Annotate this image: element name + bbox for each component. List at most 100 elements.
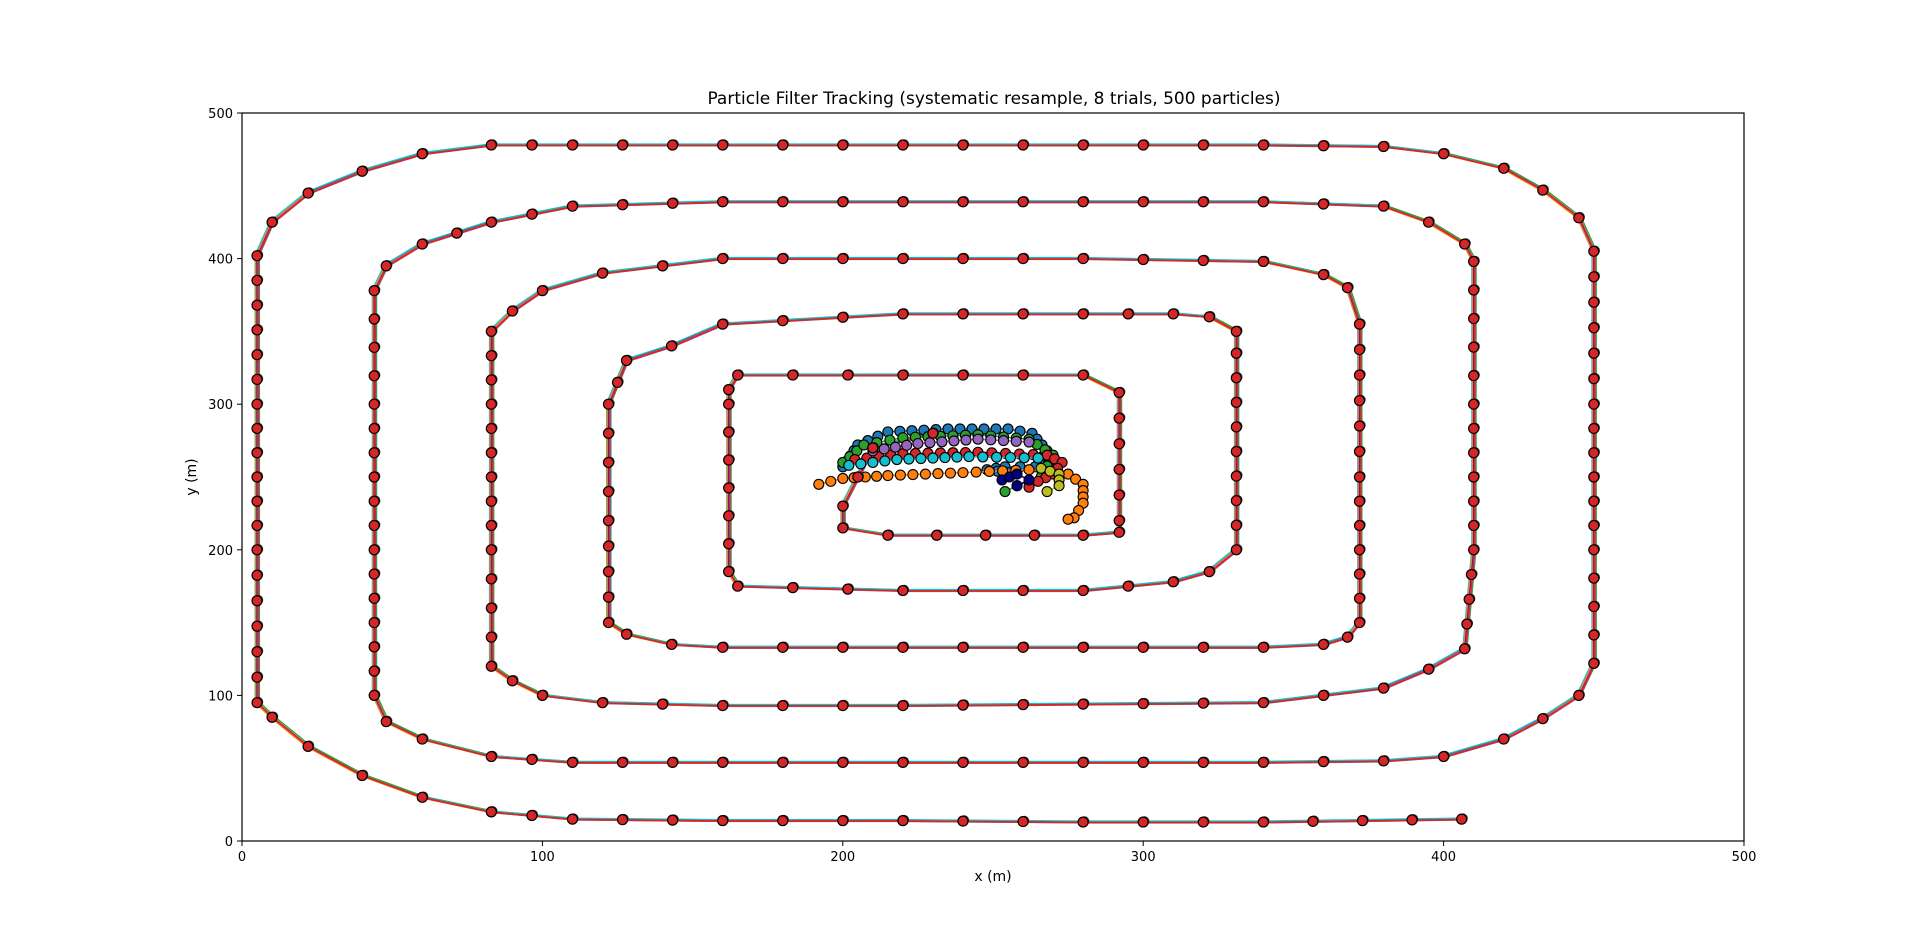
estimate-point bbox=[837, 139, 849, 151]
estimate-point bbox=[1468, 370, 1480, 382]
estimate-point bbox=[1463, 593, 1475, 605]
estimate-point bbox=[1353, 495, 1366, 507]
estimate-point bbox=[368, 398, 380, 410]
estimate-point bbox=[506, 675, 518, 687]
estimate-point bbox=[1257, 641, 1269, 653]
estimate-point bbox=[1459, 643, 1471, 655]
estimate-point bbox=[602, 591, 615, 603]
estimate-point bbox=[302, 187, 314, 199]
x-axis: 0 100 200 300 400 500 bbox=[238, 841, 1756, 865]
estimate-point bbox=[1197, 139, 1209, 151]
estimate-point bbox=[777, 253, 789, 265]
estimate-point bbox=[1017, 641, 1029, 653]
estimate-point bbox=[842, 369, 854, 381]
x-axis-label: x (m) bbox=[974, 869, 1011, 885]
estimate-point bbox=[1422, 216, 1435, 228]
estimate-point bbox=[602, 456, 615, 469]
estimate-point bbox=[1456, 813, 1468, 825]
estimate-point bbox=[1353, 344, 1366, 356]
estimate-point bbox=[1167, 576, 1179, 588]
estimate-point bbox=[957, 584, 969, 597]
estimate-point bbox=[1317, 638, 1330, 651]
estimate-point bbox=[368, 689, 380, 702]
estimate-point bbox=[1230, 421, 1242, 433]
estimate-point bbox=[666, 139, 679, 151]
estimate-point bbox=[732, 580, 744, 592]
trial-track-point bbox=[891, 453, 903, 466]
estimate-point bbox=[416, 791, 428, 803]
estimate-point bbox=[665, 638, 678, 651]
trial-track-point bbox=[1023, 474, 1035, 486]
estimate-point bbox=[368, 616, 380, 629]
trial-track-point bbox=[936, 436, 948, 448]
trial-track-point bbox=[825, 475, 837, 487]
estimate-point bbox=[1353, 616, 1366, 629]
estimate-point bbox=[368, 519, 380, 532]
trial-track-point bbox=[1018, 452, 1030, 464]
estimate-point bbox=[368, 544, 380, 556]
trial-track-point bbox=[948, 435, 960, 447]
estimate-point bbox=[1353, 544, 1366, 556]
estimate-point bbox=[1197, 816, 1209, 828]
estimate-point bbox=[368, 471, 380, 483]
estimate-point bbox=[251, 471, 263, 483]
estimate-point bbox=[1077, 253, 1089, 265]
estimate-point bbox=[302, 740, 314, 752]
estimate-point bbox=[602, 398, 615, 410]
estimate-point bbox=[526, 753, 538, 766]
trial-track-point bbox=[889, 441, 901, 453]
estimate-point bbox=[723, 426, 735, 438]
trial-track-point bbox=[894, 469, 906, 481]
estimate-point bbox=[251, 697, 263, 709]
estimate-point bbox=[717, 641, 729, 653]
estimate-point bbox=[723, 566, 735, 578]
estimate-point bbox=[251, 646, 263, 658]
estimate-point bbox=[1588, 519, 1600, 532]
estimate-point bbox=[356, 165, 368, 177]
estimate-point bbox=[251, 398, 263, 410]
estimate-point bbox=[1077, 308, 1089, 320]
trial-track-point bbox=[944, 467, 956, 479]
estimate-point bbox=[1422, 663, 1435, 675]
estimate-point bbox=[867, 442, 879, 454]
estimate-point bbox=[485, 139, 497, 151]
trial-track-point bbox=[972, 433, 984, 445]
estimate-point bbox=[251, 422, 263, 435]
estimate-point bbox=[717, 756, 729, 768]
estimate-point bbox=[611, 376, 624, 388]
estimate-point bbox=[485, 631, 497, 643]
estimate-point bbox=[251, 495, 263, 507]
estimate-point bbox=[1537, 713, 1549, 725]
estimate-point bbox=[787, 369, 799, 381]
estimate-point bbox=[1588, 296, 1600, 308]
estimate-point bbox=[416, 733, 428, 745]
estimate-point bbox=[566, 756, 579, 768]
estimate-point bbox=[526, 809, 538, 822]
estimate-point bbox=[1468, 312, 1480, 325]
estimate-point bbox=[1588, 347, 1600, 359]
estimate-point bbox=[380, 260, 392, 272]
y-axis-label: y (m) bbox=[184, 458, 200, 495]
estimate-point bbox=[1588, 572, 1600, 584]
estimate-point bbox=[1017, 308, 1029, 320]
y-tick-label: 400 bbox=[208, 253, 233, 268]
estimate-point bbox=[485, 325, 497, 337]
estimate-point bbox=[616, 814, 629, 826]
estimate-point bbox=[1230, 544, 1242, 556]
estimate-point bbox=[1588, 422, 1600, 435]
estimate-point bbox=[1197, 756, 1209, 768]
y-tick-label: 100 bbox=[208, 689, 233, 704]
estimate-point bbox=[1468, 544, 1480, 556]
plot-area bbox=[251, 139, 1600, 828]
trial-track-point bbox=[970, 466, 982, 478]
estimate-point bbox=[368, 568, 380, 580]
estimate-point bbox=[897, 253, 909, 265]
estimate-line bbox=[258, 143, 1597, 822]
trial-track-point bbox=[867, 456, 879, 468]
estimate-point bbox=[777, 641, 789, 653]
trial-track-point bbox=[912, 437, 924, 450]
estimate-point bbox=[777, 139, 789, 151]
estimate-point bbox=[1230, 396, 1242, 408]
estimate-point bbox=[416, 238, 428, 250]
